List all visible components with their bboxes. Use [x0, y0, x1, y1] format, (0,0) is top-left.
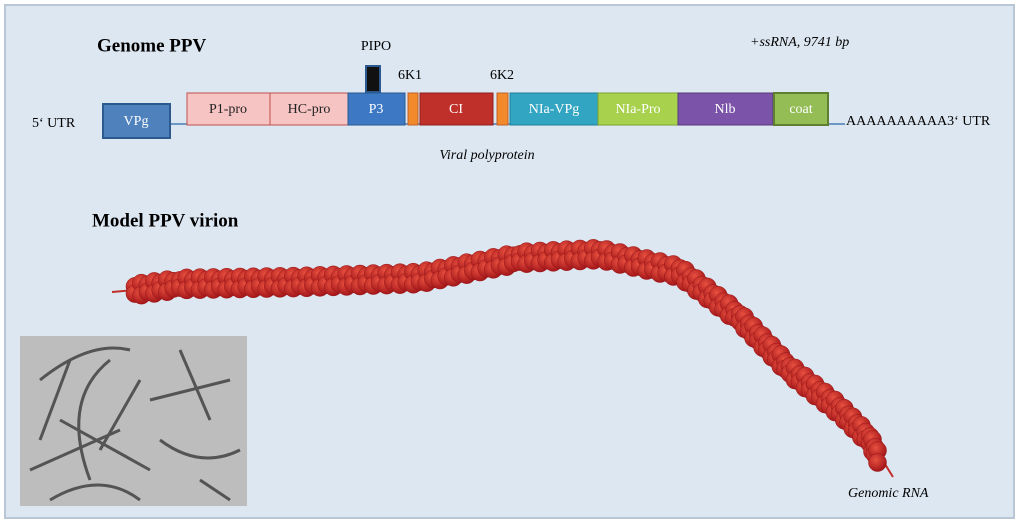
gene-box [677, 92, 774, 126]
gene-label: NIa-Pro [615, 102, 660, 117]
gene-label: VPg [124, 114, 149, 129]
gene-box [773, 92, 829, 126]
capsid-bead [868, 453, 887, 472]
micrograph [20, 336, 247, 506]
pipo-label: PIPO [361, 39, 391, 54]
rna-label: Genomic RNA [848, 486, 929, 501]
gene-box [102, 103, 171, 139]
genome-title: Genome PPV [97, 35, 207, 56]
gene-box [347, 92, 406, 126]
k2-box [496, 92, 509, 126]
gene-label: Nlb [715, 102, 736, 117]
pipo-box [365, 65, 381, 93]
gene-label: P3 [369, 102, 384, 117]
gene-label: NIa-VPg [529, 102, 580, 117]
micrograph-bg [20, 336, 247, 506]
gene-label: coat [789, 102, 812, 117]
polyprotein-label: Viral polyprotein [439, 148, 534, 163]
k1-box [407, 92, 419, 126]
gene-label: HC-pro [288, 102, 331, 117]
genome-info: +ssRNA, 9741 bp [750, 35, 849, 50]
virion-title: Model PPV virion [92, 210, 239, 231]
virion [125, 239, 887, 472]
gene-box [186, 92, 271, 126]
k1-label: 6K1 [398, 68, 422, 83]
utr5: 5‘ UTR [32, 116, 76, 131]
gene-box [419, 92, 494, 126]
utr3: AAAAAAAAAA3‘ UTR [846, 114, 991, 129]
gene-label: P1-pro [209, 102, 247, 117]
k2-label: 6K2 [490, 68, 514, 83]
gene-label: CI [449, 102, 463, 117]
